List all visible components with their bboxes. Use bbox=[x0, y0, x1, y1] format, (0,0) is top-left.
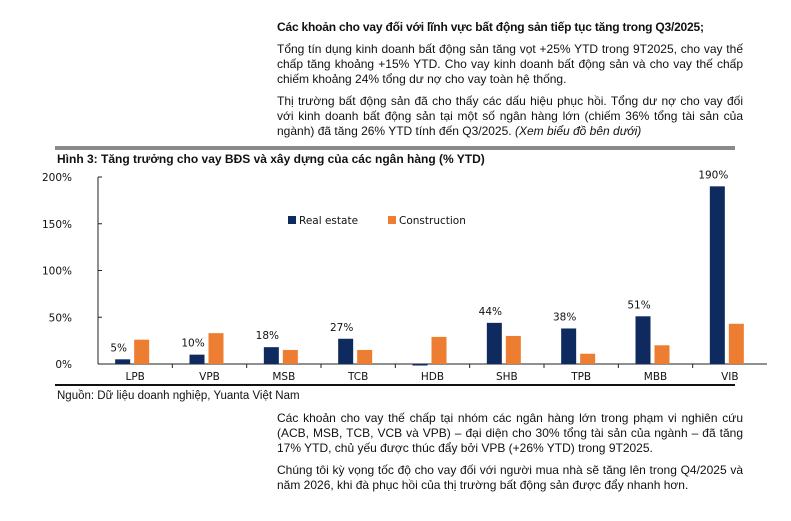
figure-bottom-line bbox=[55, 384, 735, 386]
chart-reference: (Xem biểu đồ bên dưới) bbox=[514, 124, 642, 138]
section-heading: Các khoản cho vay đối với lĩnh vực bất đ… bbox=[277, 20, 704, 34]
data-label: 38% bbox=[553, 311, 576, 323]
source-note: Nguồn: Dữ liệu doanh nghiệp, Yuanta Việt… bbox=[57, 390, 300, 402]
bar-construction bbox=[282, 349, 298, 364]
bar-real-estate bbox=[263, 347, 279, 364]
legend-swatch bbox=[388, 216, 396, 224]
bar-construction bbox=[654, 345, 670, 364]
y-tick-label: 50% bbox=[49, 312, 72, 324]
x-tick-label: MBB bbox=[644, 371, 667, 383]
data-label: 10% bbox=[181, 338, 204, 350]
y-tick-label: 100% bbox=[42, 266, 72, 278]
bar-construction bbox=[580, 353, 596, 364]
bar-construction bbox=[357, 349, 373, 364]
data-label: 44% bbox=[479, 306, 502, 318]
bar-real-estate bbox=[486, 322, 502, 364]
y-tick-label: 200% bbox=[42, 172, 72, 184]
paragraph-2-text: Thị trường bất động sản đã cho thấy các … bbox=[277, 94, 743, 138]
data-label: 190% bbox=[698, 169, 728, 181]
paragraph-2: Thị trường bất động sản đã cho thấy các … bbox=[277, 94, 743, 139]
bar-real-estate bbox=[338, 338, 354, 364]
bar-construction bbox=[134, 339, 150, 364]
bar-chart: 0% 50% 100% 150% 200% LPB 5% VPB 10% MSB 18% TCB 27%… bbox=[42, 169, 767, 383]
x-tick-label: LPB bbox=[125, 371, 144, 383]
bar-construction bbox=[208, 333, 224, 364]
x-tick-label: TCB bbox=[347, 371, 368, 383]
x-tick-label: SHB bbox=[496, 371, 518, 383]
x-tick-label: TPB bbox=[570, 371, 591, 383]
bar-construction bbox=[505, 335, 521, 364]
bar-real-estate bbox=[635, 316, 651, 364]
top-text: Các khoản cho vay đối với lĩnh vực bất đ… bbox=[277, 20, 743, 139]
x-tick-label: VPB bbox=[199, 371, 220, 383]
data-label: 5% bbox=[110, 342, 127, 354]
paragraph-1: Tổng tín dụng kinh doanh bất động sản tă… bbox=[277, 42, 743, 86]
data-label: 18% bbox=[256, 330, 279, 342]
figure-divider bbox=[55, 146, 735, 150]
x-tick-label: VIB bbox=[721, 371, 738, 383]
data-label: 51% bbox=[627, 299, 650, 311]
bottom-text: Các khoản cho vay thế chấp tại nhóm các … bbox=[277, 411, 743, 506]
legend-swatch bbox=[288, 216, 296, 224]
legend-label: Construction bbox=[399, 215, 466, 227]
bar-construction bbox=[431, 336, 447, 364]
x-tick-label: HDB bbox=[421, 371, 444, 383]
bar-real-estate bbox=[189, 354, 205, 364]
figure: 0% 50% 100% 150% 200% LPB 5% VPB 10% MSB 18% TCB 27%… bbox=[0, 146, 791, 386]
bar-real-estate bbox=[412, 364, 428, 366]
y-tick-label: 0% bbox=[55, 359, 72, 371]
data-label: 27% bbox=[330, 322, 353, 334]
bar-real-estate bbox=[561, 328, 577, 364]
bar-real-estate bbox=[709, 186, 725, 364]
legend-label: Real estate bbox=[299, 215, 358, 227]
y-tick-label: 150% bbox=[42, 219, 72, 231]
paragraph-4: Chúng tôi kỳ vọng tốc độ cho vay đối với… bbox=[277, 463, 743, 492]
bar-real-estate bbox=[115, 359, 131, 364]
bar-construction bbox=[728, 323, 744, 364]
paragraph-3: Các khoản cho vay thế chấp tại nhóm các … bbox=[277, 411, 743, 455]
chart-title: Hình 3: Tăng trưởng cho vay BĐS và xây d… bbox=[57, 152, 485, 166]
x-tick-label: MSB bbox=[272, 371, 295, 383]
